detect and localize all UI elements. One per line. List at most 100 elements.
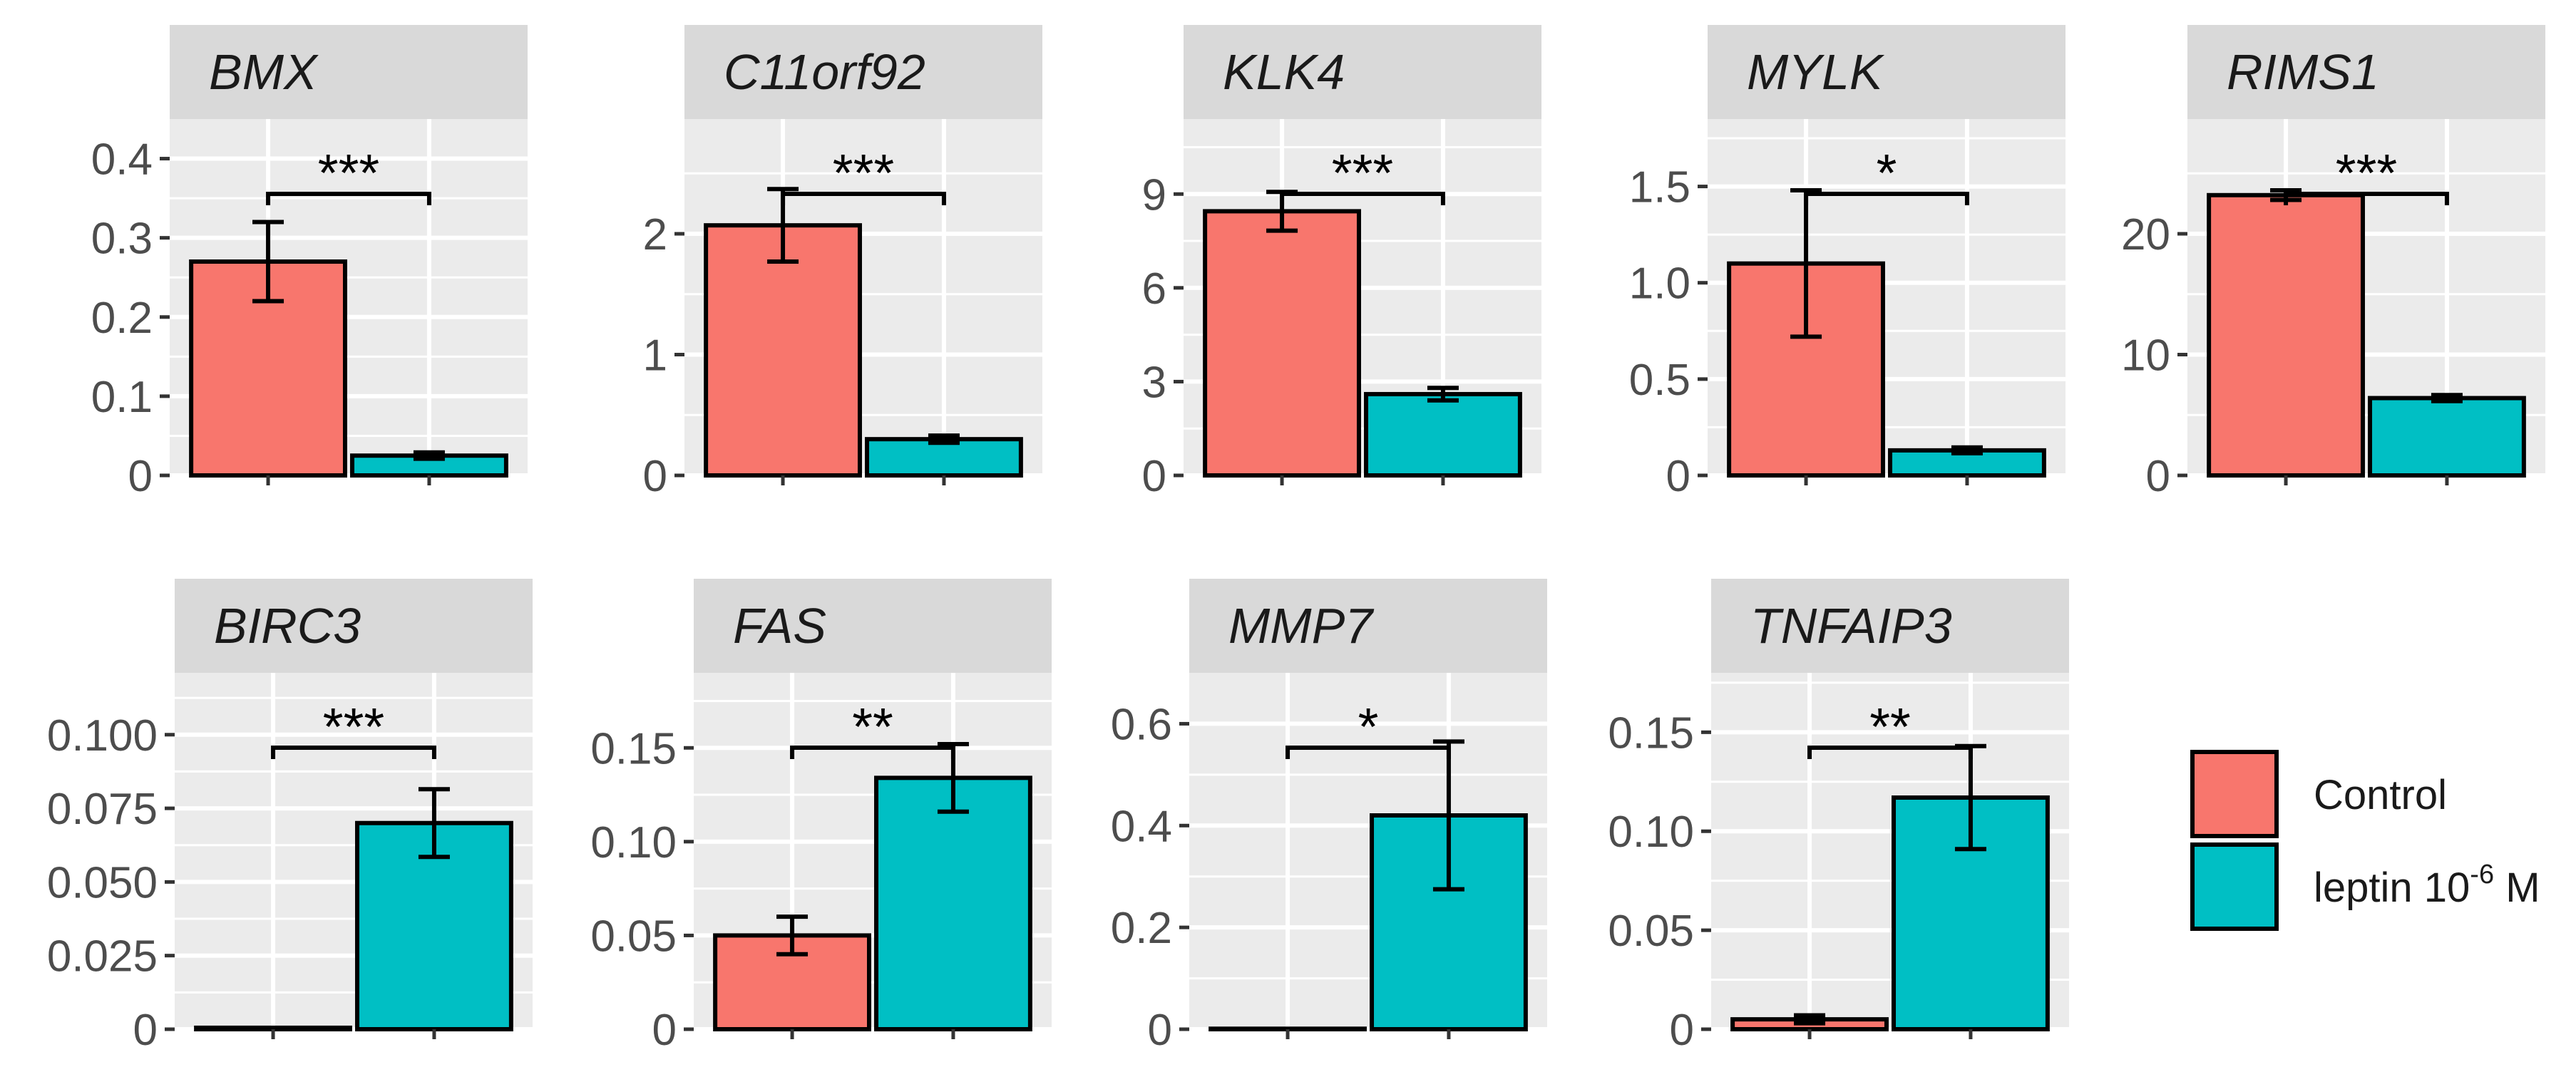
y-tick-label: 0.10 — [590, 818, 677, 867]
y-tick-label: 0.4 — [91, 135, 153, 185]
y-tick-label: 0.10 — [1608, 808, 1694, 857]
error-bar — [1790, 188, 1822, 339]
error-bar — [1951, 445, 1983, 455]
y-tick-label: 0.5 — [1629, 356, 1690, 405]
y-tick-label: 0 — [133, 1006, 158, 1055]
panel-mmp7: MMP7 0 0.2 0.4 0.6 * — [1111, 579, 1547, 1055]
y-tick-label: 0 — [128, 452, 153, 501]
y-tick-label: 0 — [1666, 452, 1690, 501]
y-tick-label: 20 — [2121, 210, 2170, 259]
significance-bracket — [1804, 192, 1969, 205]
strip-title: MYLK — [1747, 44, 1885, 100]
error-bar — [776, 914, 809, 957]
bar-control — [704, 223, 862, 478]
significance-bracket — [1807, 746, 1973, 759]
bar-leptin — [2368, 396, 2526, 478]
panel-mylk: MYLK 0 0.5 1.0 1.5 * — [1629, 25, 2066, 501]
y-tick-label: 0.6 — [1111, 700, 1172, 749]
strip-fas — [694, 579, 1052, 673]
y-tick-label: 0.05 — [590, 912, 677, 961]
error-bar — [418, 787, 450, 860]
significance-bracket — [781, 192, 946, 205]
error-bar — [928, 433, 960, 445]
significance-bracket — [2284, 192, 2449, 205]
strip-mylk — [1708, 25, 2066, 119]
y-tick-label: 1 — [643, 331, 667, 381]
panel-fas: FAS 0 0.05 0.10 0.15 ** — [590, 579, 1052, 1055]
error-bar — [252, 220, 284, 304]
bar-control — [194, 1025, 352, 1031]
panel-tnfaip3: TNFAIP3 0 0.05 0.10 0.15 ** — [1608, 579, 2069, 1055]
y-tick-label: 0.15 — [1608, 708, 1694, 758]
panel-rims1: RIMS1 0 10 20 *** — [2121, 25, 2545, 501]
bar-control — [1203, 209, 1361, 478]
y-tick-label: 0 — [2146, 452, 2170, 501]
strip-c11orf92 — [684, 25, 1042, 119]
y-tick-label: 0.2 — [1111, 904, 1172, 953]
strip-title: TNFAIP3 — [1750, 598, 1952, 654]
significance-label: *** — [833, 143, 894, 202]
significance-label: * — [1877, 143, 1897, 202]
y-tick-label: 0.1 — [91, 373, 153, 422]
legend-key-leptin — [2190, 842, 2279, 931]
y-tick-label: 1.5 — [1629, 163, 1690, 212]
error-bar — [1427, 386, 1459, 403]
y-tick-label: 2 — [643, 210, 667, 259]
strip-title: BIRC3 — [214, 598, 361, 654]
y-tick-label: 10 — [2121, 331, 2170, 381]
y-tick-label: 9 — [1142, 170, 1166, 220]
significance-label: ** — [1869, 697, 1911, 756]
y-tick-label: 0.050 — [47, 858, 158, 907]
y-tick-label: 0 — [652, 1006, 677, 1055]
y-tick-label: 0 — [643, 452, 667, 501]
panel-klk4: KLK4 0 3 6 9 *** — [1142, 25, 1541, 501]
significance-bracket — [266, 192, 431, 205]
legend-label-leptin-base: leptin 10 — [2314, 865, 2470, 911]
y-tick-label: 0.025 — [47, 932, 158, 981]
significance-label: ** — [852, 697, 893, 756]
error-bar — [1794, 1013, 1826, 1026]
strip-bmx — [170, 25, 528, 119]
error-bar — [413, 450, 445, 461]
bar-control — [2207, 192, 2365, 478]
legend: Control leptin 10-6 M — [2190, 750, 2540, 931]
legend-label-leptin-superscript: -6 — [2470, 860, 2494, 890]
error-bar — [2431, 393, 2463, 403]
legend-key-control — [2190, 750, 2279, 838]
panel-c11orf92: C11orf92 0 1 2 *** — [643, 25, 1042, 501]
strip-klk4 — [1184, 25, 1541, 119]
panel-bmx: BMX 0 0.1 0.2 0.3 0.4 *** — [91, 25, 528, 501]
y-tick-label: 0.3 — [91, 215, 153, 264]
y-tick-label: 0.4 — [1111, 802, 1172, 851]
significance-bracket — [1286, 746, 1451, 759]
significance-label: * — [1358, 697, 1379, 756]
significance-label: *** — [2336, 143, 2397, 202]
significance-bracket — [1280, 192, 1445, 205]
bar-leptin — [874, 775, 1032, 1031]
strip-mmp7 — [1189, 579, 1547, 673]
panel-birc3: BIRC3 0 0.025 0.050 0.075 0.100 *** — [47, 579, 533, 1055]
significance-label: *** — [318, 143, 379, 202]
y-tick-label: 6 — [1142, 264, 1166, 314]
strip-title: BMX — [209, 44, 319, 100]
legend-label-leptin-suffix: M — [2494, 865, 2540, 911]
strip-title: FAS — [733, 598, 826, 654]
bar-leptin — [1364, 391, 1522, 478]
significance-bracket — [790, 746, 955, 759]
strip-birc3 — [175, 579, 533, 673]
strip-title: C11orf92 — [724, 44, 925, 100]
y-tick-label: 0.05 — [1608, 907, 1694, 956]
y-tick-label: 0 — [1142, 452, 1166, 501]
y-tick-label: 0.2 — [91, 294, 153, 343]
strip-tnfaip3 — [1711, 579, 2069, 673]
strip-title: KLK4 — [1223, 44, 1345, 100]
y-tick-label: 0.075 — [47, 785, 158, 834]
strip-rims1 — [2187, 25, 2545, 119]
y-tick-label: 0.15 — [590, 724, 677, 773]
strip-title: RIMS1 — [2227, 44, 2379, 100]
y-tick-label: 0 — [1148, 1006, 1172, 1055]
y-tick-label: 0 — [1670, 1006, 1694, 1055]
significance-bracket — [271, 746, 436, 759]
